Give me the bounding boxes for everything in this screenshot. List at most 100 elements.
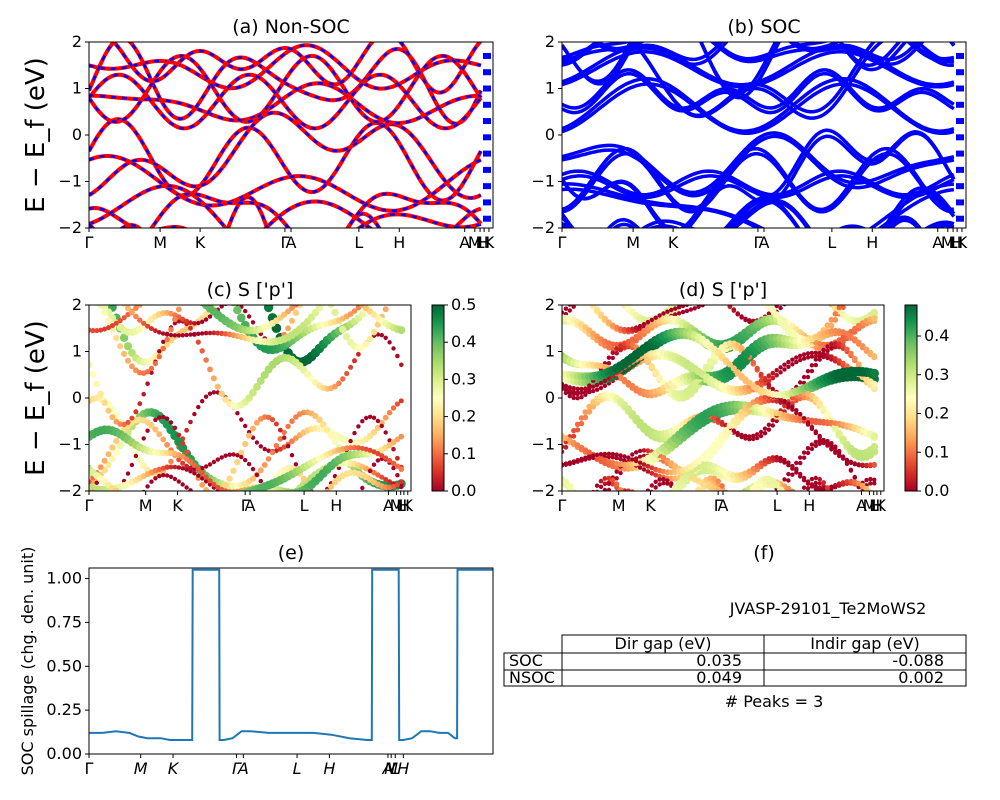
projection-point: [370, 328, 378, 336]
projection-point: [863, 346, 870, 353]
projection-point: [606, 451, 612, 456]
projection-point: [762, 394, 768, 400]
projection-point: [790, 357, 795, 362]
projection-point: [710, 441, 718, 449]
x-tick-label: Γ: [85, 233, 94, 252]
projection-point: [168, 474, 174, 479]
projection-point: [168, 464, 174, 470]
projection-point: [629, 514, 635, 520]
projection-point: [109, 323, 115, 329]
projection-point: [390, 483, 397, 490]
projection-point: [629, 537, 635, 543]
projection-point: [137, 401, 143, 407]
projection-point: [152, 360, 159, 367]
projection-point: [125, 419, 131, 425]
projection-point: [566, 274, 573, 281]
projection-point: [798, 455, 803, 460]
projection-point: [603, 502, 607, 506]
projection-point: [836, 504, 842, 510]
projection-point: [160, 287, 167, 294]
projection-point: [832, 311, 839, 317]
projection-point: [626, 517, 630, 521]
projection-point: [168, 326, 174, 333]
projection-point: [766, 373, 772, 379]
projection-point: [668, 550, 675, 557]
projection-point: [868, 272, 872, 276]
projection-point: [742, 498, 749, 505]
projection-point: [863, 558, 870, 565]
projection-point: [398, 479, 404, 485]
projection-point: [618, 470, 623, 476]
projection-point: [356, 424, 361, 429]
projection-point: [657, 477, 662, 482]
projection-point: [594, 452, 600, 457]
projection-point: [840, 519, 846, 525]
projection-point: [116, 442, 124, 450]
x-tick-label: M: [139, 496, 153, 515]
projection-point: [685, 506, 689, 510]
projection-point: [583, 541, 588, 546]
projection-point: [587, 385, 592, 391]
projection-point: [394, 482, 400, 488]
band-line: [562, 146, 954, 212]
projection-point: [738, 345, 745, 352]
band-line: [89, 111, 482, 200]
projection-point: [817, 438, 822, 443]
projection-point: [633, 523, 639, 529]
projection-point: [801, 475, 807, 481]
projection-point: [202, 311, 210, 318]
projection-point: [277, 501, 284, 508]
projection-point: [590, 523, 596, 529]
projection-point: [375, 451, 381, 457]
projection-point: [699, 499, 705, 505]
projection-point: [836, 358, 842, 364]
projection-point: [870, 442, 879, 451]
x-tick-label: L: [869, 496, 878, 515]
projection-point: [833, 504, 838, 509]
projection-point: [313, 498, 319, 504]
projection-point: [571, 537, 577, 543]
projection-point: [579, 541, 584, 546]
projection-point: [742, 506, 749, 513]
projection-point: [249, 475, 257, 482]
projection-point: [607, 499, 611, 503]
projection-point: [766, 456, 772, 461]
projection-point: [707, 506, 714, 513]
projection-point: [397, 326, 406, 335]
projection-point: [558, 271, 565, 278]
projection-point: [235, 453, 240, 458]
projection-point: [254, 472, 260, 477]
projection-point: [730, 500, 738, 508]
projection-point: [626, 521, 630, 525]
projection-point: [870, 308, 879, 317]
projection-point: [281, 498, 288, 505]
projection-point: [121, 350, 128, 357]
projection-point: [781, 493, 788, 500]
projection-point: [821, 480, 826, 485]
projection-point: [813, 480, 818, 486]
projection-point: [801, 374, 807, 380]
projection-point: [105, 317, 112, 325]
projection-point: [634, 458, 639, 464]
projection-point: [867, 462, 873, 468]
projection-point: [812, 396, 819, 403]
projection-point: [571, 395, 576, 401]
projection-point: [215, 501, 220, 506]
projection-point: [579, 395, 584, 400]
colorbar-tick-label: 0.1: [924, 442, 949, 461]
projection-point: [652, 369, 659, 376]
x-tick-label: H: [951, 233, 963, 252]
projection-point: [582, 521, 588, 527]
projection-point: [667, 527, 675, 535]
projection-point: [206, 265, 213, 272]
projection-point: [176, 318, 182, 324]
projection-point: [821, 347, 826, 353]
projection-point: [575, 396, 580, 401]
projection-point: [805, 450, 811, 456]
projection-point: [579, 539, 584, 544]
projection-point: [390, 460, 397, 466]
projection-point: [622, 523, 626, 527]
projection-point: [641, 543, 647, 549]
projection-point: [360, 419, 365, 424]
x-tick-label: Γ: [558, 496, 567, 515]
